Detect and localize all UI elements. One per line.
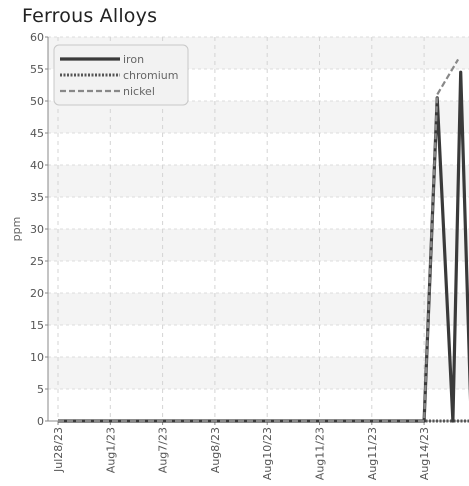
x-tick-label: Jul28/23	[52, 427, 65, 473]
y-tick-label: 15	[30, 319, 44, 332]
y-tick-label: 10	[30, 351, 44, 364]
x-tick-label: Aug7/23	[157, 427, 170, 473]
y-tick-label: 40	[30, 159, 44, 172]
background-band	[48, 229, 469, 261]
y-tick-label: 60	[30, 31, 44, 44]
legend: iron chromium nickel	[53, 44, 189, 106]
x-tick-labels: Jul28/23 Aug1/23 Aug7/23 Aug8/23 Aug10/23 Aug…	[52, 421, 431, 480]
y-tick-label: 50	[30, 95, 44, 108]
y-tick-label: 20	[30, 287, 44, 300]
y-tick-labels: 0 5 10 15 20 25 30 35 40 45 50 55 60	[30, 31, 48, 428]
legend-label-iron: iron	[123, 53, 144, 66]
y-tick-label: 5	[37, 383, 44, 396]
series-lines	[58, 58, 469, 423]
series-line-nickel	[58, 58, 460, 423]
background-band	[48, 357, 469, 389]
background-band	[48, 101, 469, 133]
x-tick-label: Aug11/23	[314, 427, 327, 480]
y-tick-label: 35	[30, 191, 44, 204]
y-tick-label: 0	[37, 415, 44, 428]
y-tick-label: 25	[30, 255, 44, 268]
legend-label-nickel: nickel	[123, 85, 155, 98]
x-tick-label: Aug10/23	[261, 427, 274, 480]
y-tick-label: 30	[30, 223, 44, 236]
x-tick-label: Aug14/23	[418, 427, 431, 480]
x-tick-label: Aug1/23	[104, 427, 117, 473]
background-band	[48, 165, 469, 197]
x-tick-label: Aug11/23	[366, 427, 379, 480]
chart-title: Ferrous Alloys	[22, 5, 158, 27]
background-band	[48, 293, 469, 325]
y-tick-label: 45	[30, 127, 44, 140]
y-axis-label: ppm	[10, 217, 23, 242]
legend-label-chromium: chromium	[123, 69, 179, 82]
y-tick-label: 55	[30, 63, 44, 76]
x-tick-label: Aug8/23	[209, 427, 222, 473]
